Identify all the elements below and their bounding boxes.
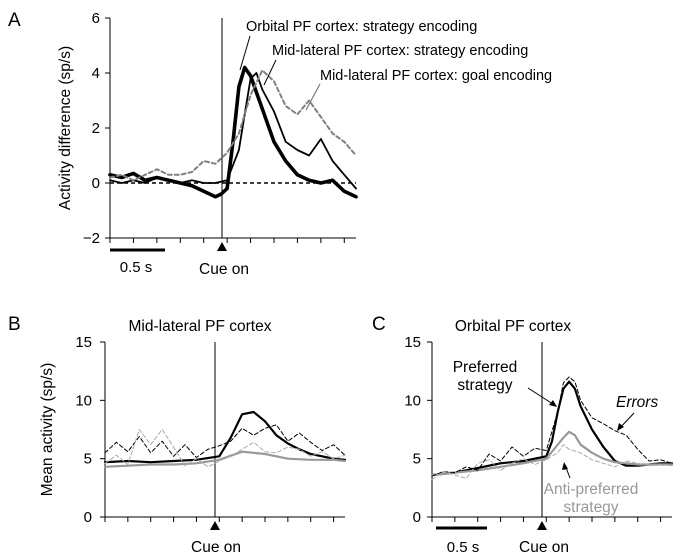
panel-a-series-3-line xyxy=(109,69,357,182)
panel-c-y-tick-label: 10 xyxy=(404,392,421,409)
panel-c-title: Orbital PF cortex xyxy=(455,318,572,335)
panel-c-series-4-line xyxy=(431,444,673,481)
panel-a-y-tick-label: −2 xyxy=(83,230,100,247)
panel-b-y-tick-label: 10 xyxy=(75,392,92,409)
panel-b-series-2-line xyxy=(103,450,347,468)
panel-a-leader-midlateral xyxy=(263,59,277,86)
panel-c-errors-label: Errors xyxy=(616,394,658,411)
panel-b-y-axis-label: Mean activity (sp/s) xyxy=(39,363,56,497)
panel-b-label: B xyxy=(8,314,21,335)
panel-c-antipreferred-label-line2: strategy xyxy=(563,499,618,516)
panel-a-scalebar-label: 0.5 s xyxy=(120,259,153,276)
panel-a-series-2-line xyxy=(109,72,357,190)
panel-c-cue-marker xyxy=(537,521,547,530)
panel-c-y-tick-label: 5 xyxy=(413,451,421,468)
panel-c-preferred-label-line1: Preferred xyxy=(453,359,518,376)
panel-b-cue-marker xyxy=(210,521,220,530)
panel-a-y-tick-label: 2 xyxy=(92,120,100,137)
panel-a-label: A xyxy=(8,10,21,31)
panel-b-y-tick-label: 15 xyxy=(75,334,92,351)
panel-b-series-4-line xyxy=(104,429,346,468)
panel-c-series-3-line xyxy=(431,376,673,477)
panel-a-y-tick-label: 0 xyxy=(92,175,100,192)
panel-a-y-axis-label: Activity difference (sp/s) xyxy=(57,46,74,210)
panel-a-cue-label: Cue on xyxy=(199,261,249,278)
panel-c-antipreferred-arrowhead xyxy=(562,462,568,470)
panel-a-y-tick-label: 6 xyxy=(92,10,100,27)
panel-c-cue-label: Cue on xyxy=(519,539,569,556)
panel-c-preferred-arrowhead xyxy=(549,400,557,407)
panel-b-series-3-line xyxy=(104,424,346,458)
panel-c-preferred-label-line2: strategy xyxy=(457,377,512,394)
panel-c-antipreferred-label-line1: Anti-preferred xyxy=(544,481,639,498)
panel-c-scalebar-label: 0.5 s xyxy=(447,539,480,556)
panel-a-leader-orbital xyxy=(239,35,251,71)
panel-b-cue-label: Cue on xyxy=(191,539,241,556)
panel-c-series-1-line xyxy=(430,380,674,477)
panel-a-cue-marker xyxy=(217,242,227,251)
panel-a-leader-goal xyxy=(305,83,321,111)
panel-c-errors-arrowhead xyxy=(617,423,624,431)
panel-c-label: C xyxy=(372,314,386,335)
panel-c-y-tick-label: 15 xyxy=(404,334,421,351)
panel-a-legend-midlateral-goal: Mid-lateral PF cortex: goal encoding xyxy=(320,68,552,84)
panel-a-series-1-line xyxy=(108,65,358,199)
panel-b-y-tick-label: 5 xyxy=(84,451,92,468)
panel-b-title: Mid-lateral PF cortex xyxy=(129,318,272,335)
panel-a-legend-orbital: Orbital PF cortex: strategy encoding xyxy=(246,19,477,35)
panel-a-legend-midlateral-strategy: Mid-lateral PF cortex: strategy encoding xyxy=(272,43,528,59)
panel-c-y-tick-label: 0 xyxy=(413,509,421,526)
panel-a-y-tick-label: 4 xyxy=(92,65,100,82)
panel-b-y-tick-label: 0 xyxy=(84,509,92,526)
